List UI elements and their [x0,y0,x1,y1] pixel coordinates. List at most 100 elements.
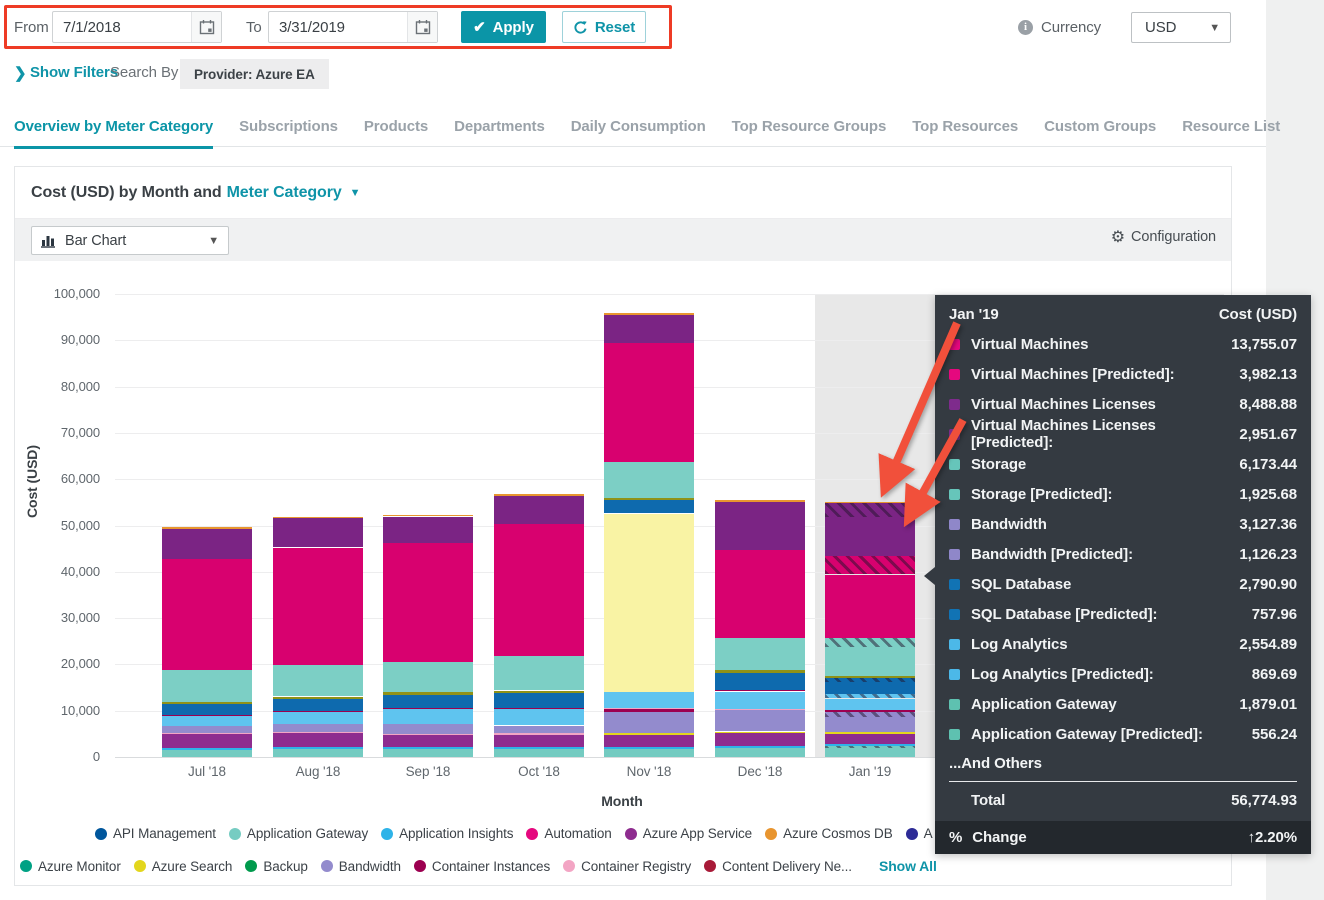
bar-segment-logAnalytics[interactable] [273,711,363,724]
bar-segment-sql[interactable] [383,694,473,709]
show-all-link[interactable]: Show All [878,858,937,874]
to-date-input[interactable]: 3/31/2019 [268,11,438,43]
bar-segment-insights[interactable] [715,746,805,749]
bar-segment-vm[interactable] [494,523,584,656]
bar-segment-vmLic-predicted[interactable] [825,503,915,517]
bar-segment-storage[interactable] [604,461,694,499]
tab-subscriptions[interactable]: Subscriptions [239,118,338,135]
bar-segment-bandwidth[interactable] [715,710,805,732]
bar-segment-vm[interactable] [383,543,473,663]
bar-segment-maroon[interactable] [604,709,694,712]
bar-segment-olive[interactable] [383,692,473,695]
bar-segment-olive[interactable] [604,498,694,501]
bar-segment-orange[interactable] [825,501,915,504]
legend-item[interactable]: Azure App Service [624,826,752,841]
bar-segment-orange[interactable] [604,313,694,316]
bar-segment-bandwidth[interactable] [273,723,363,732]
bar-segment-vm[interactable] [715,550,805,638]
legend-item[interactable]: Container Registry [563,859,691,874]
bar-segment-logAnalytics-predicted[interactable] [825,694,915,699]
legend-item[interactable]: Azure Monitor [20,859,121,874]
bar-segment-appService[interactable] [604,734,694,747]
bar-segment-storage[interactable] [494,655,584,691]
bar-segment-vmLic[interactable] [715,501,805,551]
bar-segment-appService[interactable] [715,733,805,747]
bar-segment-yellow[interactable] [825,731,915,734]
calendar-icon[interactable] [191,12,221,42]
bar-segment-olive[interactable] [715,670,805,673]
bar-segment-search[interactable] [604,513,694,693]
bar-segment-registry[interactable] [604,707,694,710]
bar-segment-orange[interactable] [273,516,363,519]
legend-item[interactable]: API Management [95,826,216,841]
legend-item[interactable]: Automation [526,826,612,841]
bar-segment-maroon[interactable] [825,710,915,713]
bar-segment-appGw[interactable] [715,748,805,757]
tab-overview-by-meter-category[interactable]: Overview by Meter Category [14,118,213,149]
tab-top-resources[interactable]: Top Resources [912,118,1019,135]
chevron-down-icon[interactable]: ▼ [349,186,361,199]
bar-segment-appGw[interactable] [383,749,473,757]
provider-filter-chip[interactable]: Provider: Azure EA [180,59,329,89]
bar-segment-insights[interactable] [383,747,473,750]
bar-segment-olive[interactable] [162,702,252,705]
legend-item[interactable]: Content Delivery Ne... [704,859,852,874]
bar-segment-vmLic[interactable] [162,529,252,559]
tab-custom-groups[interactable]: Custom Groups [1044,118,1157,135]
to-date-value[interactable]: 3/31/2019 [279,18,345,36]
bar-segment-bandwidth-predicted[interactable] [825,712,915,718]
bar-segment-sql[interactable] [273,698,363,711]
legend-item[interactable]: Azure Search [133,859,232,874]
legend-item[interactable]: Container Instances [413,859,550,874]
bar-segment-bandwidth[interactable] [162,726,252,733]
bar-segment-appGw[interactable] [604,748,694,757]
bar-segment-logAnalytics[interactable] [715,691,805,709]
from-date-input[interactable]: 7/1/2018 [52,11,222,43]
bar-segment-appGw[interactable] [494,748,584,757]
bar-segment-insights[interactable] [273,747,363,750]
bar-segment-logAnalytics[interactable] [494,708,584,726]
bar-segment-insights[interactable] [825,744,915,746]
tab-departments[interactable]: Departments [454,118,545,135]
chart-type-select[interactable]: Bar Chart ▼ [31,226,229,255]
bar-segment-registry[interactable] [273,731,363,734]
tab-products[interactable]: Products [363,118,429,135]
meter-category-dropdown[interactable]: Meter Category [226,183,342,201]
bar-segment-registry[interactable] [162,732,252,734]
bar-segment-vm-predicted[interactable] [825,556,915,575]
bar-segment-appGw-predicted[interactable] [825,745,915,749]
bar-segment-sql[interactable] [825,681,915,695]
bar-segment-appService[interactable] [162,733,252,748]
bar-segment-olive[interactable] [825,675,915,678]
bar-segment-bandwidth[interactable] [825,717,915,732]
bar-segment-maroon[interactable] [383,708,473,710]
legend-item[interactable]: Backup [245,859,308,874]
currency-select[interactable]: USD ▼ [1131,12,1231,43]
bar-segment-orange[interactable] [162,527,252,529]
bar-segment-bandwidth[interactable] [383,724,473,734]
bar-segment-registry[interactable] [715,708,805,711]
bar-segment-bandwidth[interactable] [604,711,694,733]
bar-segment-vmLic[interactable] [273,518,363,548]
show-filters-link[interactable]: Show Filters [30,64,118,81]
bar-segment-orange[interactable] [715,500,805,502]
bar-segment-logAnalytics[interactable] [162,715,252,726]
bar-segment-appService[interactable] [494,734,584,747]
bar-segment-vmLic[interactable] [494,496,584,524]
bar-segment-maroon[interactable] [273,710,363,712]
bar-segment-registry[interactable] [383,733,473,736]
bar-segment-insights[interactable] [494,746,584,749]
bar-segment-vm[interactable] [162,558,252,670]
bar-segment-appService[interactable] [383,735,473,748]
bar-segment-storage[interactable] [715,637,805,671]
legend-item[interactable]: A [905,826,933,841]
bar-segment-bandwidth[interactable] [494,725,584,734]
bar-segment-storage[interactable] [273,664,363,697]
bar-segment-olive[interactable] [494,690,584,693]
bar-segment-yellow[interactable] [715,731,805,734]
bar-segment-sql[interactable] [494,692,584,708]
bar-segment-vmLic[interactable] [383,516,473,544]
configuration-button[interactable]: ⚙ Configuration [1111,227,1216,247]
bar-segment-vm[interactable] [604,343,694,462]
bar-segment-appService[interactable] [825,733,915,745]
